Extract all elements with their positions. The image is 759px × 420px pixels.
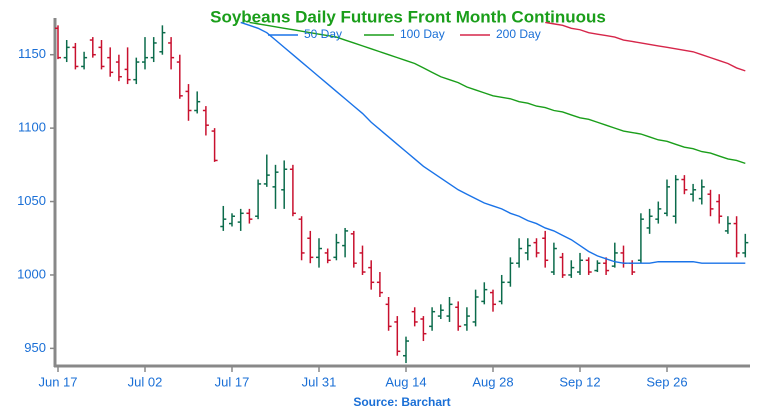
x-tick-label: Jul 31 (302, 374, 337, 389)
x-tick-label: Jul 17 (215, 374, 250, 389)
legend-label: 50 Day (304, 27, 342, 41)
x-tick-label: Sep 26 (646, 374, 687, 389)
y-tick-label: 1150 (18, 46, 46, 61)
ma-line (240, 21, 746, 264)
x-tick-label: Jun 17 (38, 374, 77, 389)
source: Source: Barchart (353, 395, 450, 409)
ma-line (545, 21, 746, 72)
y-tick-label: 1100 (18, 120, 46, 135)
ma-line (249, 21, 746, 165)
legend-label: 200 Day (496, 27, 541, 41)
x-tick-label: Sep 12 (559, 374, 600, 389)
x-tick-label: Jul 02 (128, 374, 163, 389)
x-tick-label: Aug 28 (472, 374, 513, 389)
chart-title: Soybeans Daily Futures Front Month Conti… (210, 7, 606, 26)
y-tick-label: 1050 (17, 193, 46, 208)
y-tick-label: 1000 (17, 266, 46, 281)
x-tick-label: Aug 14 (385, 374, 426, 389)
y-tick-label: 950 (24, 340, 46, 355)
plot-area (55, 21, 749, 364)
legend-label: 100 Day (400, 27, 445, 41)
